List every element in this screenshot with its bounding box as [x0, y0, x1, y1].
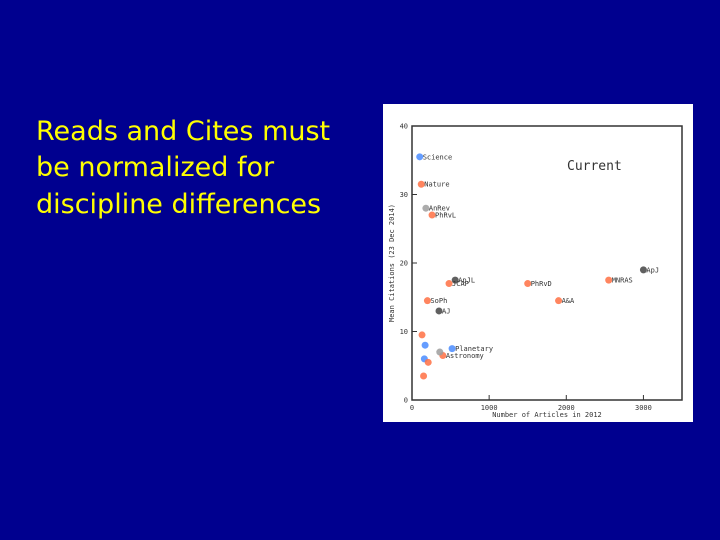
data-point: [445, 280, 453, 288]
data-point: [451, 276, 459, 284]
x-tick-label: 1000: [481, 404, 498, 412]
x-axis-label: Number of Articles in 2012: [492, 411, 602, 419]
y-tick-label: 10: [400, 328, 408, 336]
data-point: [639, 266, 647, 274]
data-point: [448, 345, 456, 353]
data-point-label: Nature: [424, 181, 449, 189]
data-point: [605, 276, 613, 284]
data-point: [417, 180, 425, 188]
data-point-label: ApJ: [646, 266, 659, 274]
data-point: [524, 280, 532, 288]
data-point-label: PhRvL: [435, 212, 456, 220]
data-point-label: ApJL: [458, 277, 475, 285]
data-point: [423, 297, 431, 305]
data-point-label: Science: [423, 153, 453, 161]
data-point: [436, 348, 444, 356]
x-tick-label: 3000: [635, 404, 652, 412]
y-tick-label: 20: [400, 260, 408, 268]
data-point-label: MNRAS: [612, 277, 633, 285]
data-point-label: A&A: [562, 297, 575, 305]
scatter-chart-svg: Current Number of Articles in 2012 Mean …: [388, 123, 683, 419]
data-point-label: AnRev: [429, 205, 450, 213]
data-point: [422, 204, 430, 212]
slide-text-line-2: be normalized for: [36, 152, 275, 184]
chart-annotation: Current: [567, 159, 622, 174]
slide-body-text: Reads and Cites must be normalized for d…: [36, 114, 366, 223]
data-point: [421, 341, 429, 349]
data-point-label: SoPh: [430, 297, 447, 305]
data-point-label: PhRvD: [531, 280, 552, 288]
data-point: [435, 307, 443, 315]
slide-text-line-3: discipline differences: [36, 188, 322, 220]
data-point: [428, 211, 436, 219]
slide-text-line-1: Reads and Cites must: [36, 116, 331, 147]
x-tick-label: 2000: [558, 404, 575, 412]
data-point-label: Planetary: [455, 345, 493, 353]
y-tick-label: 30: [400, 191, 408, 199]
data-point-label: AJ: [442, 307, 450, 315]
data-point: [418, 331, 426, 339]
data-point: [420, 372, 428, 380]
data-point-label: Astronomy: [446, 352, 484, 360]
data-point-label: JCAP: [452, 280, 469, 288]
data-point: [416, 153, 424, 161]
scatter-chart-figure: Current Number of Articles in 2012 Mean …: [383, 104, 693, 422]
data-point: [424, 358, 432, 366]
x-tick-label: 0: [410, 404, 414, 412]
y-tick-label: 40: [400, 123, 408, 131]
data-point: [555, 297, 563, 305]
axis-ticks: 0 1000 2000 3000 0 10 20 30 40: [400, 123, 652, 413]
y-axis-label: Mean Citations (23 Dec 2014): [388, 204, 396, 322]
y-tick-label: 0: [404, 397, 408, 405]
